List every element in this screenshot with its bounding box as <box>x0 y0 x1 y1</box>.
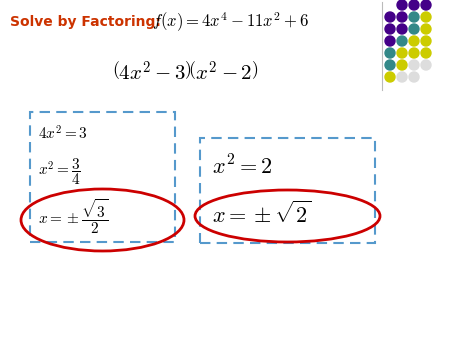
Circle shape <box>421 24 431 34</box>
Text: Solve by Factoring:: Solve by Factoring: <box>10 15 161 29</box>
Circle shape <box>409 60 419 70</box>
Circle shape <box>397 48 407 58</box>
Circle shape <box>421 12 431 22</box>
Text: $x^2 = 2$: $x^2 = 2$ <box>212 154 272 178</box>
Circle shape <box>409 48 419 58</box>
Circle shape <box>397 36 407 46</box>
Text: $x = \pm\sqrt{2}$: $x = \pm\sqrt{2}$ <box>212 201 311 227</box>
Text: $x^2 = \dfrac{3}{4}$: $x^2 = \dfrac{3}{4}$ <box>38 156 81 187</box>
Circle shape <box>409 72 419 82</box>
Circle shape <box>409 0 419 10</box>
Circle shape <box>385 60 395 70</box>
Circle shape <box>397 60 407 70</box>
Text: $f(x) = 4x^4 - 11x^2 + 6$: $f(x) = 4x^4 - 11x^2 + 6$ <box>152 10 308 34</box>
Text: $4x^2 = 3$: $4x^2 = 3$ <box>38 125 88 143</box>
Circle shape <box>385 48 395 58</box>
Circle shape <box>385 24 395 34</box>
Circle shape <box>421 0 431 10</box>
Circle shape <box>397 24 407 34</box>
Circle shape <box>385 72 395 82</box>
FancyBboxPatch shape <box>30 112 175 242</box>
Circle shape <box>409 36 419 46</box>
Text: $x = \pm\dfrac{\sqrt{3}}{2}$: $x = \pm\dfrac{\sqrt{3}}{2}$ <box>38 198 108 236</box>
Text: $\left(4x^2 - 3\right)\!\left(x^2 - 2\right)$: $\left(4x^2 - 3\right)\!\left(x^2 - 2\ri… <box>112 60 258 84</box>
Circle shape <box>409 24 419 34</box>
Circle shape <box>409 12 419 22</box>
Circle shape <box>385 36 395 46</box>
Circle shape <box>397 0 407 10</box>
Circle shape <box>421 36 431 46</box>
Circle shape <box>421 60 431 70</box>
Circle shape <box>421 48 431 58</box>
Circle shape <box>397 12 407 22</box>
Circle shape <box>397 72 407 82</box>
FancyBboxPatch shape <box>200 138 375 243</box>
Circle shape <box>385 12 395 22</box>
